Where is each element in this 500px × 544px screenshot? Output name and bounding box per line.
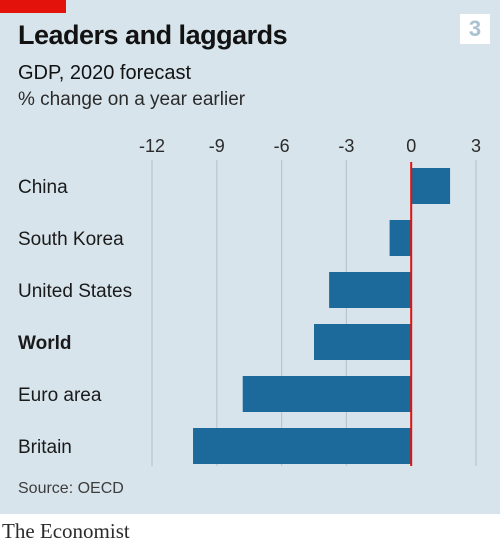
brand-logo-text: The Economist [2,519,130,543]
x-tick-label: -9 [209,136,225,156]
bar [193,428,412,464]
source-note: Source: OECD [18,480,124,497]
chart-unit-label: % change on a year earlier [18,89,246,110]
category-label: World [18,333,71,354]
x-tick-label: -12 [139,136,165,156]
brand-red-tag [0,0,66,13]
x-tick-label: 3 [471,136,481,156]
bar [389,220,412,256]
bar-chart: -12 -9 -6 -3 0 3 China South Korea United States… [18,136,481,466]
category-label: Britain [18,437,72,458]
category-label: China [18,177,68,198]
chart-title: Leaders and laggards [18,20,288,50]
bar [242,376,412,412]
chart-subtitle: GDP, 2020 forecast [18,62,192,84]
x-tick-label: -6 [274,136,290,156]
x-tick-label: -3 [338,136,354,156]
bar [411,168,451,204]
x-tick-label: 0 [406,136,416,156]
bar [314,324,412,360]
category-label: Euro area [18,385,102,406]
category-label: South Korea [18,229,124,250]
bar [329,272,412,308]
category-label: United States [18,281,132,302]
chart-number-badge: 3 [460,14,490,44]
